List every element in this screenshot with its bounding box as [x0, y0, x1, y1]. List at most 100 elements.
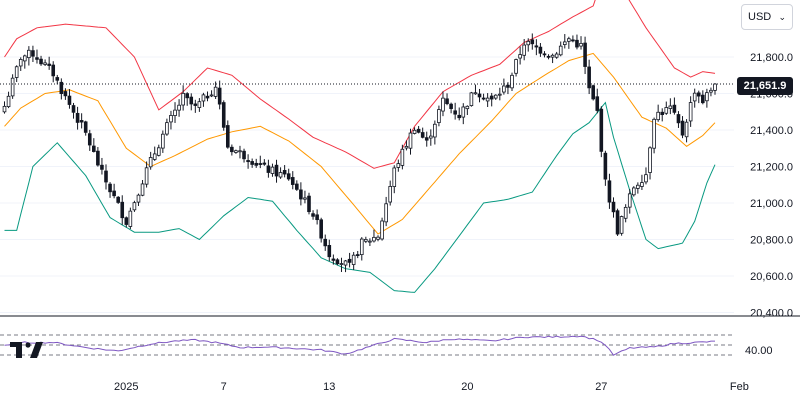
candle [335, 258, 340, 266]
candle-body [343, 260, 348, 266]
candle-body [132, 202, 137, 211]
candle-body [120, 201, 125, 219]
candle-body [591, 85, 595, 100]
candle-body [71, 105, 76, 113]
candle-body [274, 164, 279, 177]
candle-body [124, 217, 129, 225]
candle [603, 150, 608, 186]
candle [404, 140, 409, 151]
candle [652, 117, 656, 154]
currency-selector[interactable]: USD ⌄ [741, 4, 793, 30]
rsi-pane: 40.00 [0, 334, 773, 357]
candle [688, 96, 693, 127]
candle-body [177, 104, 181, 111]
candle [177, 99, 181, 117]
candle-body [43, 62, 47, 65]
candle-body [603, 152, 608, 180]
candle [35, 49, 39, 64]
candle-body [615, 210, 620, 235]
candle-body [238, 150, 242, 153]
candle-body [575, 39, 579, 48]
time-axis-tick-label: Feb [730, 381, 749, 393]
chevron-down-icon: ⌄ [778, 11, 786, 22]
candle [319, 217, 323, 243]
candle [522, 39, 526, 61]
candle-body [372, 236, 376, 242]
candle [355, 250, 360, 259]
candle-body [100, 164, 104, 170]
candle [660, 108, 665, 122]
candle-body [457, 114, 462, 119]
candle [359, 237, 364, 261]
candle-body [319, 219, 323, 239]
candle [705, 88, 709, 108]
candle-body [705, 92, 709, 102]
candle-body [2, 105, 7, 113]
candle-body [217, 87, 222, 105]
candle [668, 98, 673, 115]
candle-body [173, 109, 177, 116]
candle [441, 91, 445, 117]
candle-body [75, 112, 80, 123]
candle [290, 171, 295, 190]
candle-body [161, 133, 165, 149]
candle-body [607, 180, 612, 203]
candle [225, 120, 230, 149]
candle [502, 78, 506, 95]
candle-body [400, 148, 405, 166]
candle-body [713, 83, 717, 91]
candle-body [493, 94, 498, 99]
candle [55, 74, 60, 85]
candle-body [22, 55, 27, 62]
price-axis-tick-label: 20,600.0 [750, 271, 793, 283]
candle-body [359, 238, 364, 256]
candle-body [225, 125, 230, 148]
candle [209, 90, 214, 98]
candle [656, 104, 660, 122]
candle-body [384, 203, 388, 223]
candle [453, 102, 457, 120]
candle-body [59, 81, 64, 94]
candle-body [128, 210, 133, 227]
candle [31, 45, 35, 63]
candle [636, 182, 640, 194]
candle [615, 208, 620, 236]
tradingview-logo-icon [10, 342, 43, 358]
candle [368, 238, 372, 246]
candle-body [550, 54, 555, 58]
candle-body [599, 108, 604, 152]
candle [128, 207, 133, 230]
candle [538, 43, 543, 57]
candle [79, 113, 84, 129]
candle-body [311, 213, 315, 217]
candle [270, 163, 275, 177]
price-axis-tick-label: 21,800.0 [750, 52, 793, 64]
candle [473, 84, 478, 95]
candle-body [193, 103, 198, 106]
candle [221, 100, 226, 131]
price-axis-tick-label: 20,400.0 [750, 308, 793, 320]
candle [542, 51, 547, 58]
candle-body [420, 132, 425, 138]
candle-body [116, 196, 120, 203]
candle-body [278, 172, 283, 178]
candle [526, 38, 531, 52]
candle-body [144, 167, 149, 185]
candle-body [453, 110, 457, 115]
candle-body [209, 94, 214, 97]
candle-body [282, 170, 287, 175]
candle [648, 146, 652, 180]
candle [514, 58, 518, 77]
bollinger-basis-line [4, 52, 716, 235]
candle-body [112, 190, 116, 197]
candle [583, 36, 587, 75]
price-axis-tick-label: 20,800.0 [750, 235, 793, 247]
candle [644, 167, 648, 185]
candle-body [692, 92, 697, 102]
candle [380, 217, 384, 241]
candle-body [140, 183, 145, 196]
candle-body [623, 206, 628, 219]
time-axis-tick-label: 7 [221, 381, 227, 393]
candle [132, 200, 137, 212]
